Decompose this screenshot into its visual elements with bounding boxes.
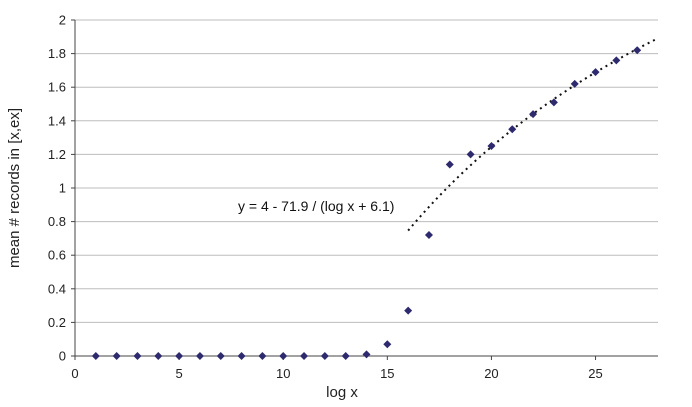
y-tick-label-6: 1.2 xyxy=(48,147,66,162)
x-tick-label-3: 15 xyxy=(380,366,394,381)
y-tick-label-4: 0.8 xyxy=(48,214,66,229)
data-point-0-19 xyxy=(487,142,496,150)
data-point-0-22 xyxy=(549,98,558,107)
y-tick-label-10: 2 xyxy=(59,13,66,28)
y-tick-label-3: 0.6 xyxy=(48,248,66,263)
data-point-0-23 xyxy=(570,79,579,88)
data-point-0-4 xyxy=(175,352,184,360)
data-point-0-11 xyxy=(320,352,329,360)
data-point-0-8 xyxy=(258,352,267,360)
data-point-0-14 xyxy=(383,340,392,349)
data-point-0-16 xyxy=(424,231,433,240)
y-axis-title: mean # records in [x,ex] xyxy=(6,108,23,268)
data-point-0-5 xyxy=(195,352,204,360)
data-point-0-1 xyxy=(112,352,121,360)
data-point-0-6 xyxy=(216,352,225,360)
y-tick-label-1: 0.2 xyxy=(48,315,66,330)
x-tick-labels: 0 5 10 15 20 25 xyxy=(71,356,603,381)
data-points xyxy=(91,46,642,360)
x-tick-label-1: 5 xyxy=(175,366,182,381)
data-point-0-7 xyxy=(237,352,246,360)
y-tick-label-0: 0 xyxy=(59,349,66,364)
data-point-0-26 xyxy=(633,46,642,55)
y-tick-label-8: 1.6 xyxy=(48,80,66,95)
x-tick-label-4: 20 xyxy=(484,366,498,381)
data-point-0-20 xyxy=(508,125,517,134)
x-tick-label-0: 0 xyxy=(71,366,78,381)
data-point-0-0 xyxy=(91,352,100,360)
data-point-0-17 xyxy=(445,160,454,169)
data-point-0-2 xyxy=(133,352,142,360)
y-tick-label-9: 1.8 xyxy=(48,46,66,61)
data-point-0-13 xyxy=(362,350,371,359)
fit-equation-annotation: y = 4 - 71.9 / (log x + 6.1) xyxy=(238,198,394,214)
x-tick-label-5: 25 xyxy=(588,366,602,381)
data-point-0-18 xyxy=(466,150,475,159)
data-point-0-24 xyxy=(591,68,600,77)
data-point-0-25 xyxy=(612,56,621,65)
data-point-0-21 xyxy=(529,110,538,119)
x-axis-title: log x xyxy=(326,384,358,401)
data-point-0-15 xyxy=(404,306,413,315)
y-tick-label-5: 1 xyxy=(59,181,66,196)
x-tick-label-2: 10 xyxy=(276,366,290,381)
y-tick-label-7: 1.4 xyxy=(48,113,66,128)
data-point-0-12 xyxy=(341,352,350,360)
data-point-0-9 xyxy=(279,352,288,360)
data-point-0-10 xyxy=(300,352,309,360)
y-tick-label-2: 0.4 xyxy=(48,281,66,296)
gridlines xyxy=(75,19,658,323)
y-tick-labels: 0 0.2 0.4 0.6 0.8 1 1.2 1.4 1.6 1.8 2 xyxy=(48,13,75,364)
data-point-0-3 xyxy=(154,352,163,360)
